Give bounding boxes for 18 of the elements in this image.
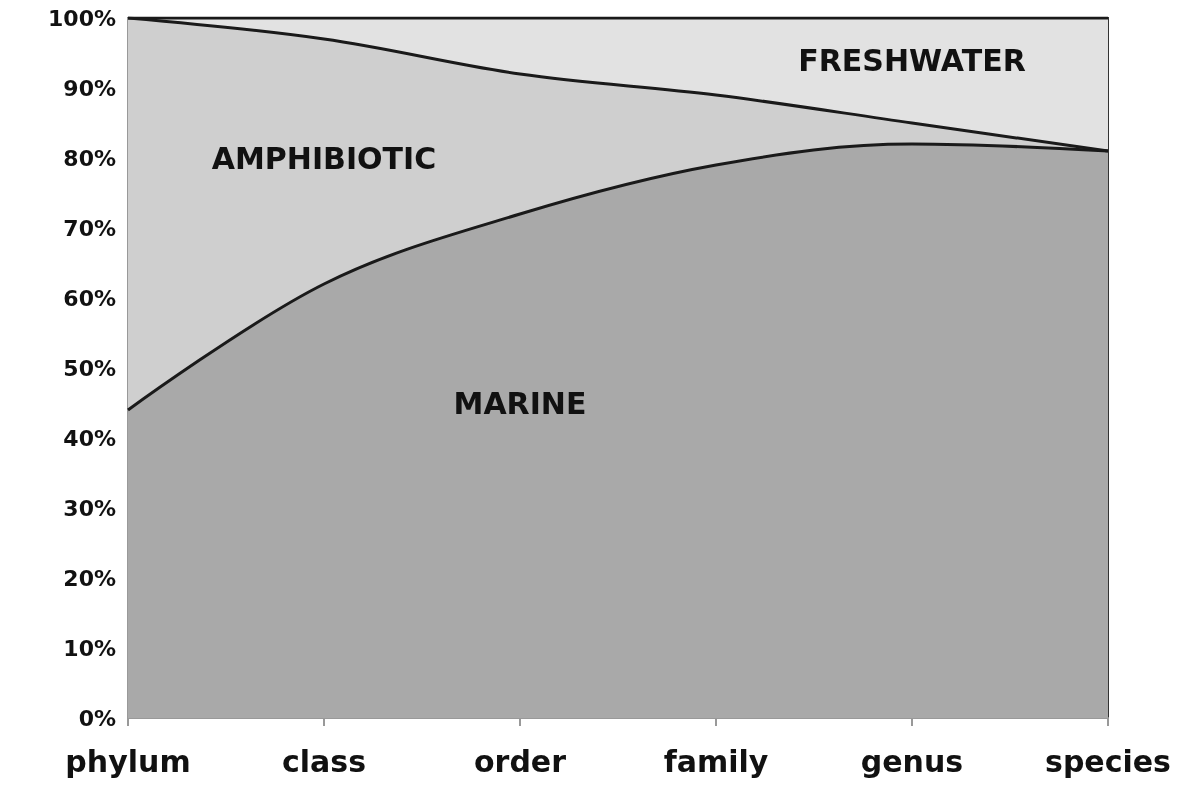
x-tick-label: genus — [860, 743, 964, 779]
x-tick-label: family — [663, 743, 769, 779]
y-tick-label: 40% — [63, 425, 116, 451]
series-label: FRESHWATER — [798, 42, 1026, 78]
x-tick-label: order — [473, 743, 567, 779]
y-tick-label: 0% — [78, 705, 116, 731]
y-tick-label: 90% — [63, 75, 116, 101]
y-tick-label: 60% — [63, 285, 116, 311]
y-tick-label: 50% — [63, 355, 116, 381]
x-tick-label: class — [281, 743, 367, 779]
y-tick-label: 100% — [48, 5, 116, 31]
y-tick-label: 30% — [63, 495, 116, 521]
x-tick-label: phylum — [65, 743, 191, 779]
y-tick-label: 10% — [63, 635, 116, 661]
x-tick-label: species — [1045, 743, 1171, 779]
y-tick-label: 80% — [63, 145, 116, 171]
y-tick-label: 20% — [63, 565, 116, 591]
y-tick-label: 70% — [63, 215, 116, 241]
